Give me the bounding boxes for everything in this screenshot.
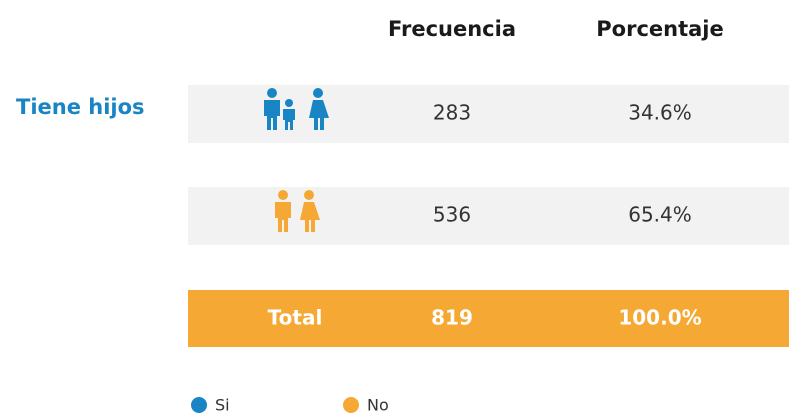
cell: 283 [433,101,471,125]
couple-icon [275,190,320,232]
row-label: Tiene hijos [16,95,145,119]
column-header: Porcentaje [596,17,723,41]
total-band [188,290,789,347]
total-cell: 819 [431,306,473,330]
cell: 34.6% [628,101,692,125]
family-icon [264,88,329,130]
legend-swatch [191,397,207,413]
legend-swatch [343,397,359,413]
column-header: Frecuencia [388,17,516,41]
cell: 536 [433,203,471,227]
total-cell: 100.0% [618,306,701,330]
cell: 65.4% [628,203,692,227]
total-label: Total [268,306,323,330]
legend-label: No [367,396,389,415]
legend-label: Si [215,396,230,415]
